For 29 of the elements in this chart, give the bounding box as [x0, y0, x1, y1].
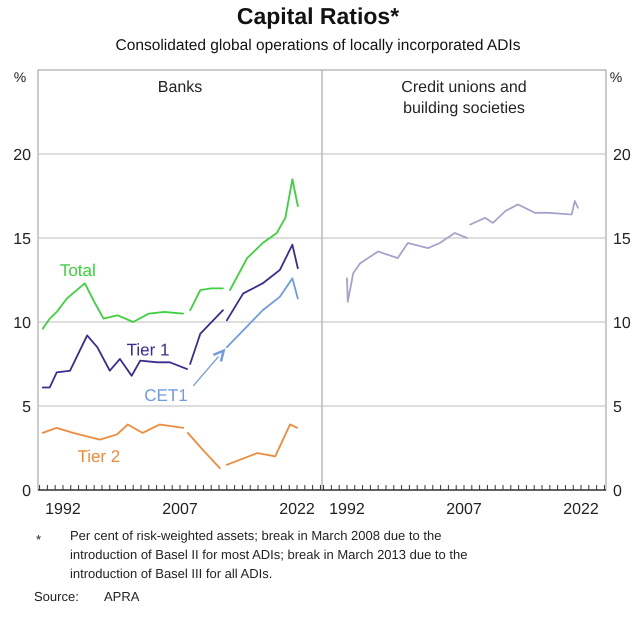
y-tick-label: 20 [613, 147, 631, 164]
y-axis-title: % [14, 69, 26, 85]
series-label: Tier 1 [126, 340, 170, 360]
x-tick-label: 2007 [446, 501, 482, 518]
y-tick-label: 0 [613, 483, 622, 500]
x-tick-label: 2022 [279, 501, 315, 518]
text: CET1 [144, 386, 188, 405]
x-tick-label: 1992 [329, 501, 365, 518]
x-tick-label: 2007 [162, 501, 198, 518]
x-tick-label: 1992 [45, 501, 81, 518]
series-label: Tier 2 [77, 447, 120, 466]
y-tick-label: 5 [613, 399, 622, 416]
y-tick-label: 20 [13, 147, 32, 164]
y-tick-label: 15 [613, 231, 631, 248]
y-tick-label: 10 [613, 315, 631, 332]
series-label: Total [60, 260, 96, 280]
line-series [226, 277, 299, 348]
y-axis-title: % [610, 69, 622, 85]
y-tick-label: 10 [13, 315, 32, 332]
y-tick-label: 5 [22, 399, 32, 416]
text: Source: APRA [34, 589, 140, 604]
text: * Per cent of risk-weighted assets; break in March 2008 due to the introduction of Basel II for most ADIs; break in March 2013 due to the introduction of Basel III for all ADIs. [36, 528, 468, 581]
y-tick-label: 15 [13, 231, 32, 248]
text: Capital Ratios* [236, 3, 400, 29]
text: Banks [158, 79, 202, 96]
x-tick-label: 2022 [563, 501, 599, 518]
text: Credit unions and building societies [401, 79, 527, 117]
y-tick-label: 0 [22, 483, 32, 500]
text: Consolidated global operations of locally incorporated ADIs [116, 37, 521, 54]
